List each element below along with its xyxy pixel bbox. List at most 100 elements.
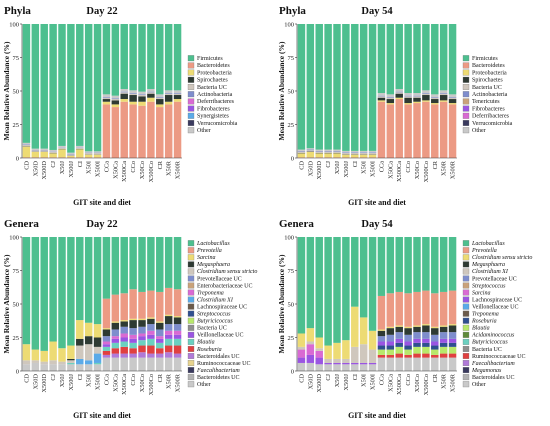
x-tick-label: X50R (166, 160, 173, 176)
legend-label-bacteroidetes: Bacteroidetes (472, 63, 505, 69)
bar-segment-spirochaetes (164, 95, 173, 102)
bar-segment-firmicutes (342, 24, 350, 151)
bar-segment-treponema (173, 330, 182, 335)
bar-segment-prevotella (439, 291, 448, 326)
bar-segment-lactobacillus (173, 237, 182, 290)
legend-label-faecalibacterium: Faecalibacterium (196, 368, 240, 374)
legend-label-actinobacteria: Actinobacteria (197, 92, 233, 98)
bar-segment-prevotellaceae-uc (120, 326, 128, 334)
bar-segment-other (315, 364, 323, 371)
legend-label-prevotellaceae-uc: Prevotellaceae UC (197, 276, 242, 282)
legend-swatch-treponema (462, 310, 470, 317)
legend-label-treponema: Treponema (472, 312, 499, 318)
bar-segment-bacteria-uc (40, 150, 48, 152)
bar-segment-firmicutes (359, 24, 368, 151)
bar-segment-other (404, 357, 412, 371)
legend-swatch-lactobacillus (187, 240, 195, 247)
bar-segment-lactobacillus (67, 237, 75, 346)
bar-segment-bacteroidales-uc (173, 353, 182, 358)
bar-segment-clostridium-sensu-stricto (448, 324, 457, 326)
bar-segment-veillonellaceae-uc (120, 337, 128, 342)
bar-segment-firmicutes (120, 24, 128, 89)
legend-swatch-faecalibacterium (187, 367, 195, 374)
bar-segment-clostridium-sensu-stricto (93, 346, 102, 354)
legend-swatch-proteobacteria (462, 69, 470, 76)
bar-segment-other (156, 357, 164, 371)
legend-label-verrucomicrobia: Verrucomicrobia (472, 121, 513, 127)
x-tick-label: X50D (32, 374, 39, 390)
bar-segment-clostridium-xi (368, 349, 377, 363)
bar-segment-prevotellaceae-uc (422, 332, 430, 339)
x-tick-label: CD (23, 161, 30, 170)
bar-segment-sarcina (306, 344, 315, 355)
bar-segment-firmicutes (315, 24, 323, 150)
bar-segment-lachnospiraceae-uc (368, 362, 377, 365)
legend-label-spirochaetes: Spirochaetes (197, 78, 228, 84)
bar-segment-ruminococcaceae-uc (431, 354, 439, 358)
bar-segment-bacteroidetes (138, 105, 146, 158)
bar-segment-firmicutes (58, 24, 66, 146)
bar-segment-bacteroidales-uc (164, 352, 173, 358)
bar-segment-prevotella (102, 298, 111, 329)
y-tick-label: 0 (291, 368, 294, 375)
bar-segment-bacteria-uc (386, 97, 395, 100)
bar-segment-megasphaera (377, 330, 386, 337)
bar-segment-veillonellaceae-uc (164, 334, 173, 339)
legend-swatch-streptococcus (187, 310, 195, 317)
bar-segment-other (138, 91, 146, 95)
bar-segment-lactobacillus (413, 237, 421, 292)
bar-segment-lactobacillus (120, 237, 128, 294)
bar-segment-spirochaetes (431, 99, 439, 104)
legend-swatch-bacteroidales-uc (462, 374, 470, 381)
bar-segment-proteobacteria (147, 97, 155, 102)
bar-segment-lachnospiraceae-uc (422, 338, 430, 343)
bar-segment-megasphaera (386, 328, 395, 335)
bar-segment-proteobacteria (138, 101, 146, 106)
legend-swatch-blautia (187, 338, 195, 345)
legend-swatch-firmicutes (187, 55, 195, 62)
bar-segment-blautia (129, 342, 137, 349)
bar-segment-proteobacteria (448, 103, 457, 105)
legend-swatch-clostridium-xi (462, 268, 470, 275)
bar-segment-prevotella (156, 291, 164, 322)
y-tick-label: 25 (288, 335, 295, 342)
bar-segment-other (22, 364, 31, 371)
y-tick-label: 75 (13, 55, 20, 62)
legend-label-deferribacteres: Deferribacteres (472, 113, 510, 120)
y-tick-label: 0 (16, 368, 19, 375)
bar-segment-sarcina (102, 328, 111, 330)
bar-segment-bacteroidetes (102, 104, 111, 158)
bar-segment-other (422, 357, 430, 371)
x-tick-label: X50Co (139, 161, 146, 179)
bar-segment-bacteroidetes (111, 107, 120, 158)
x-tick-label: X500I (95, 374, 102, 390)
legend-label-proteobacteria: Proteobacteria (472, 70, 507, 76)
legend-label-synergistetes: Synergistetes (197, 114, 230, 120)
x-tick-label: X500R (175, 373, 182, 392)
bar-segment-actinobacteria (164, 93, 173, 94)
legend-swatch-faecalibacterium (462, 360, 470, 366)
x-tick-label: X500Co (423, 161, 430, 182)
bar-segment-lachnospiraceae-uc (306, 354, 315, 363)
bar-segment-actinobacteria (333, 150, 341, 152)
bar-segment-blautia (173, 338, 182, 346)
bar-segment-prevotellaceae-uc (173, 324, 182, 331)
bar-segment-other (413, 93, 421, 96)
bar-segment-prevotellaceae-uc (377, 336, 386, 342)
bar-segment-proteobacteria (84, 154, 93, 158)
bar-segment-actinobacteria (448, 97, 457, 98)
x-tick-label: X50Co (414, 161, 421, 179)
bar-segment-spirochaetes (102, 99, 111, 102)
bar-segment-roseburia (413, 342, 421, 347)
bar-segment-other (40, 148, 48, 150)
x-tick-label: CD (23, 374, 30, 383)
legend-swatch-clostridium-sensu-stricto (462, 254, 470, 261)
bar-segment-clostridium-sensu-stricto (40, 361, 48, 365)
bar-segment-other (102, 94, 111, 98)
bar-segment-clostridium-sensu-stricto (67, 360, 75, 363)
legend-label-roseburia: Roseburia (196, 347, 222, 353)
legend-swatch-bacteroidetes (462, 62, 470, 69)
bar-segment-firmicutes (40, 24, 48, 149)
legend-swatch-bacteria-uc (462, 84, 470, 90)
